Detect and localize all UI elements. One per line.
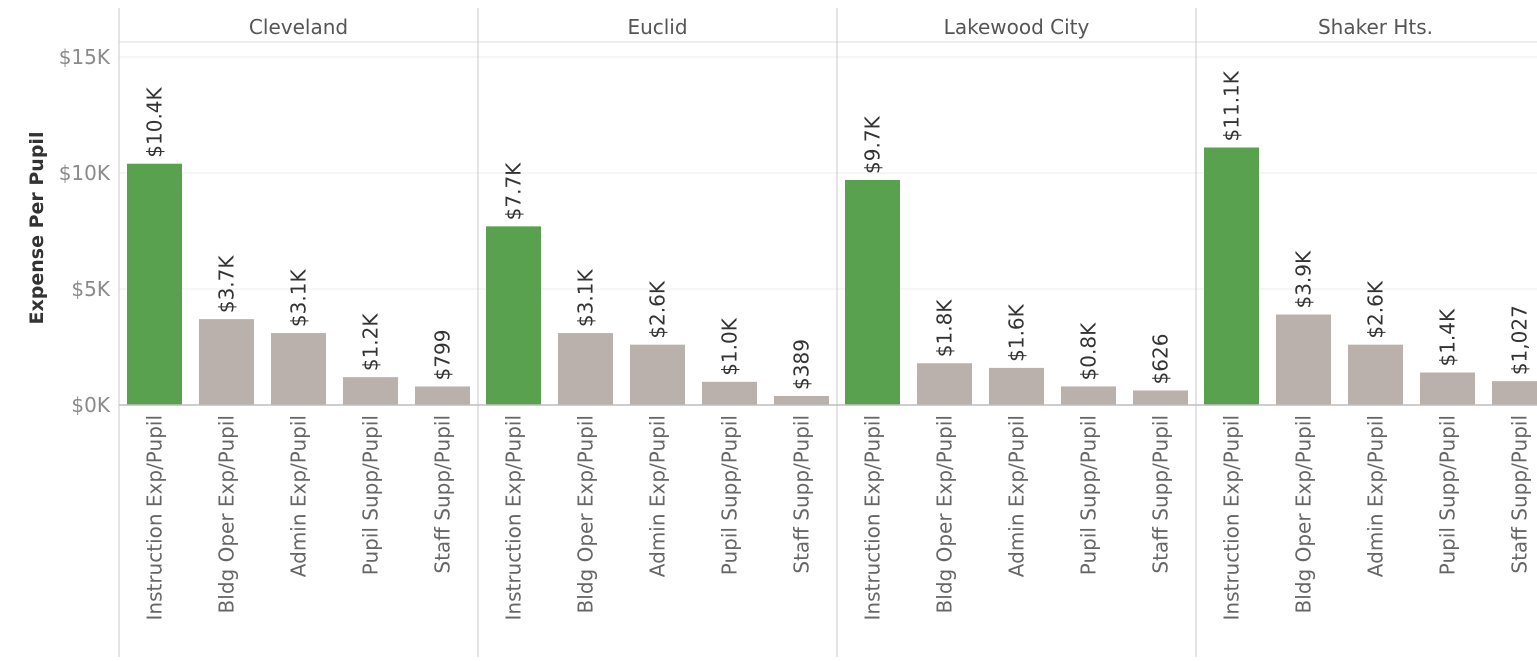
- y-tick-label: $0K: [71, 393, 110, 417]
- data-label: $1.0K: [718, 317, 742, 376]
- category-label: Admin Exp/Pupil: [1364, 415, 1388, 577]
- category-label: Staff Supp/Pupil: [1149, 415, 1173, 574]
- data-label: $1,027: [1508, 305, 1532, 375]
- category-label: Pupil Supp/Pupil: [359, 415, 383, 575]
- data-label: $1.8K: [933, 299, 957, 358]
- bar[interactable]: [199, 319, 254, 405]
- bar[interactable]: [774, 395, 829, 405]
- data-label: $3.9K: [1292, 250, 1316, 309]
- category-label: Bldg Oper Exp/Pupil: [933, 415, 957, 613]
- data-label: $3.1K: [287, 269, 311, 328]
- bar[interactable]: [127, 163, 182, 405]
- bar[interactable]: [702, 381, 757, 405]
- y-tick-label: $15K: [59, 45, 111, 69]
- data-label: $9.7K: [861, 115, 885, 174]
- category-label: Instruction Exp/Pupil: [1220, 415, 1244, 621]
- panel-title: Euclid: [627, 15, 687, 39]
- bar[interactable]: [1420, 372, 1475, 405]
- category-label: Admin Exp/Pupil: [646, 415, 670, 577]
- category-label: Staff Supp/Pupil: [431, 415, 455, 574]
- data-label: $10.4K: [143, 86, 167, 157]
- bar[interactable]: [415, 386, 470, 405]
- data-label: $2.6K: [1364, 280, 1388, 339]
- data-label: $799: [431, 330, 455, 381]
- bar[interactable]: [1492, 381, 1537, 405]
- y-tick-label: $10K: [59, 161, 111, 185]
- category-label: Bldg Oper Exp/Pupil: [1292, 415, 1316, 613]
- panel-title: Cleveland: [249, 15, 348, 39]
- y-tick-label: $5K: [71, 277, 110, 301]
- category-label: Admin Exp/Pupil: [1005, 415, 1029, 577]
- data-label: $2.6K: [646, 280, 670, 339]
- bar[interactable]: [271, 333, 326, 405]
- category-label: Staff Supp/Pupil: [1508, 415, 1532, 574]
- bar[interactable]: [630, 344, 685, 405]
- category-label: Bldg Oper Exp/Pupil: [215, 415, 239, 613]
- bar[interactable]: [845, 179, 900, 405]
- bar[interactable]: [917, 363, 972, 405]
- data-label: $1.2K: [359, 313, 383, 372]
- bar[interactable]: [486, 226, 541, 405]
- bar[interactable]: [1348, 344, 1403, 405]
- panel-title: Lakewood City: [944, 15, 1090, 39]
- y-axis-title: Expense Per Pupil: [26, 132, 48, 325]
- data-label: $626: [1149, 334, 1173, 385]
- data-label: $1.4K: [1436, 308, 1460, 367]
- data-label: $3.7K: [215, 255, 239, 314]
- data-label: $389: [790, 339, 814, 390]
- data-label: $1.6K: [1005, 303, 1029, 362]
- bar[interactable]: [1204, 147, 1259, 406]
- bar[interactable]: [558, 333, 613, 405]
- category-label: Instruction Exp/Pupil: [502, 415, 526, 621]
- category-label: Instruction Exp/Pupil: [861, 415, 885, 621]
- bar[interactable]: [1133, 390, 1188, 405]
- category-label: Pupil Supp/Pupil: [1077, 415, 1101, 575]
- category-label: Pupil Supp/Pupil: [718, 415, 742, 575]
- category-label: Bldg Oper Exp/Pupil: [574, 415, 598, 613]
- data-label: $11.1K: [1220, 70, 1244, 141]
- data-label: $7.7K: [502, 162, 526, 221]
- category-label: Instruction Exp/Pupil: [143, 415, 167, 621]
- panel-title: Shaker Hts.: [1318, 15, 1433, 39]
- bar[interactable]: [343, 377, 398, 405]
- category-label: Admin Exp/Pupil: [287, 415, 311, 577]
- category-label: Pupil Supp/Pupil: [1436, 415, 1460, 575]
- bar[interactable]: [1061, 386, 1116, 405]
- data-label: $3.1K: [574, 269, 598, 328]
- bar[interactable]: [989, 367, 1044, 405]
- category-label: Staff Supp/Pupil: [790, 415, 814, 574]
- bar[interactable]: [1276, 314, 1331, 405]
- data-label: $0.8K: [1077, 322, 1101, 381]
